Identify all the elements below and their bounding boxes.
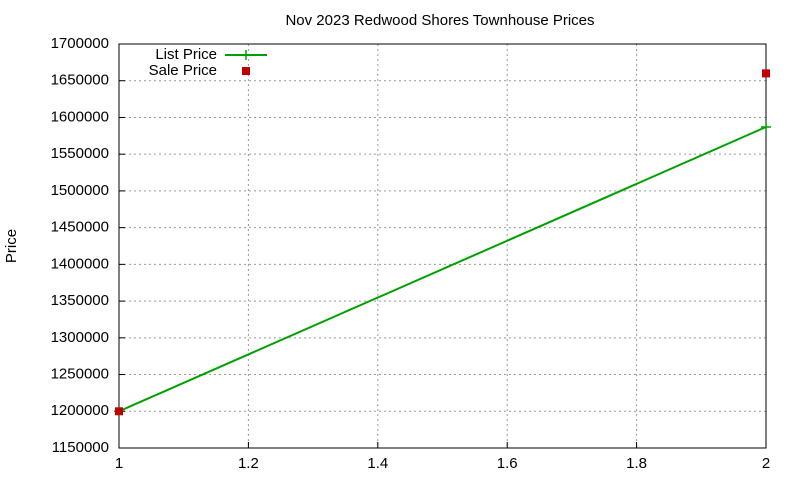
y-tick-label: 1350000: [51, 292, 109, 309]
y-tick-label: 1250000: [51, 366, 109, 383]
legend-marker: [241, 50, 251, 60]
x-tick-label: 1.8: [626, 455, 647, 472]
y-axis-label: Price: [3, 229, 20, 263]
point: [761, 122, 771, 133]
x-tick-label: 1.4: [367, 455, 388, 472]
legend-label: List Price: [155, 46, 217, 63]
x-tick-label: 1: [115, 455, 123, 472]
y-tick-label: 1200000: [51, 402, 109, 419]
chart-title: Nov 2023 Redwood Shores Townhouse Prices: [285, 12, 594, 29]
y-tick-label: 1700000: [51, 35, 109, 52]
y-tick-label: 1150000: [52, 439, 109, 456]
y-tick-label: 1400000: [51, 255, 109, 272]
legend-marker: [242, 67, 250, 75]
x-tick-label: 2: [762, 455, 770, 472]
y-tick-label: 1550000: [51, 145, 109, 162]
line: [118, 126, 767, 413]
legend-label: Sale Price: [149, 62, 217, 79]
y-tick-label: 1450000: [51, 219, 109, 236]
plot-frame: [118, 43, 767, 449]
point: [115, 407, 123, 416]
y-tick-label: 1650000: [51, 72, 109, 89]
y-tick-label: 1500000: [51, 182, 109, 199]
y-tick-label: 1600000: [51, 108, 109, 125]
x-tick-label: 1.2: [238, 455, 259, 472]
point: [762, 69, 770, 78]
x-tick-label: 1.6: [497, 455, 518, 472]
y-tick-label: 1300000: [51, 329, 109, 346]
